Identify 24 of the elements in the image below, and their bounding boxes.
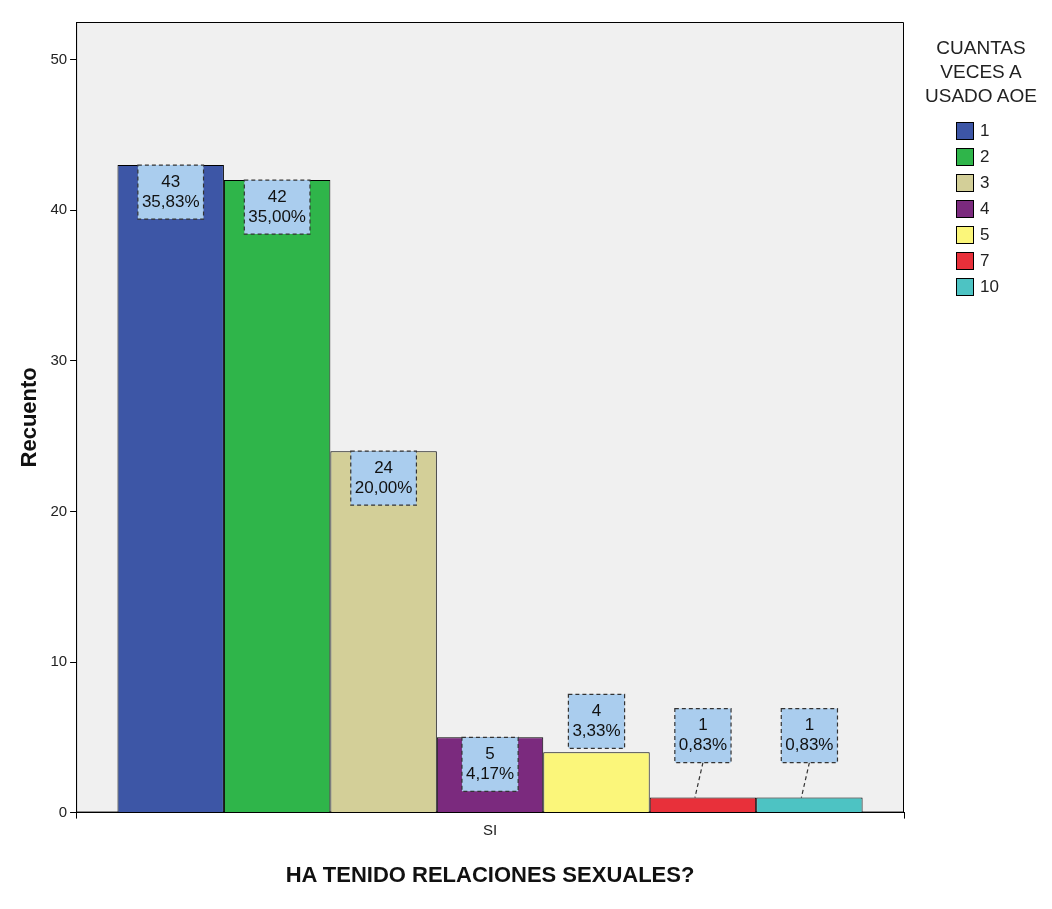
data-label: 1 0,83% — [785, 715, 834, 755]
legend-label: 10 — [980, 277, 999, 297]
x-axis-title: HA TENIDO RELACIONES SEXUALES? — [285, 861, 695, 887]
legend-label: 2 — [980, 147, 990, 167]
legend-label: 1 — [980, 121, 990, 141]
data-label: 4 3,33% — [572, 701, 621, 741]
legend-label: 4 — [980, 199, 990, 219]
y-tick-label: 0 — [58, 802, 68, 820]
y-tick-label: 50 — [50, 49, 68, 67]
y-tick-label: 20 — [50, 501, 68, 519]
y-axis-title: Recuento — [16, 367, 42, 468]
y-tick-label: 10 — [50, 652, 68, 670]
legend-label: 5 — [980, 225, 990, 245]
legend-title: CUANTAS VECES A USADO AOE — [924, 36, 1038, 108]
data-label: 1 0,83% — [678, 715, 728, 755]
y-tick-label: 30 — [50, 350, 68, 368]
data-label: 43 35,83% — [141, 171, 200, 211]
data-label: 5 4,17% — [465, 743, 515, 783]
x-tick-label: SI — [482, 820, 498, 838]
data-label: 24 20,00% — [354, 457, 413, 497]
y-tick-label: 40 — [50, 200, 68, 218]
legend-label: 7 — [980, 251, 990, 271]
data-label: 42 35,00% — [248, 186, 306, 226]
legend-label: 3 — [980, 173, 990, 193]
